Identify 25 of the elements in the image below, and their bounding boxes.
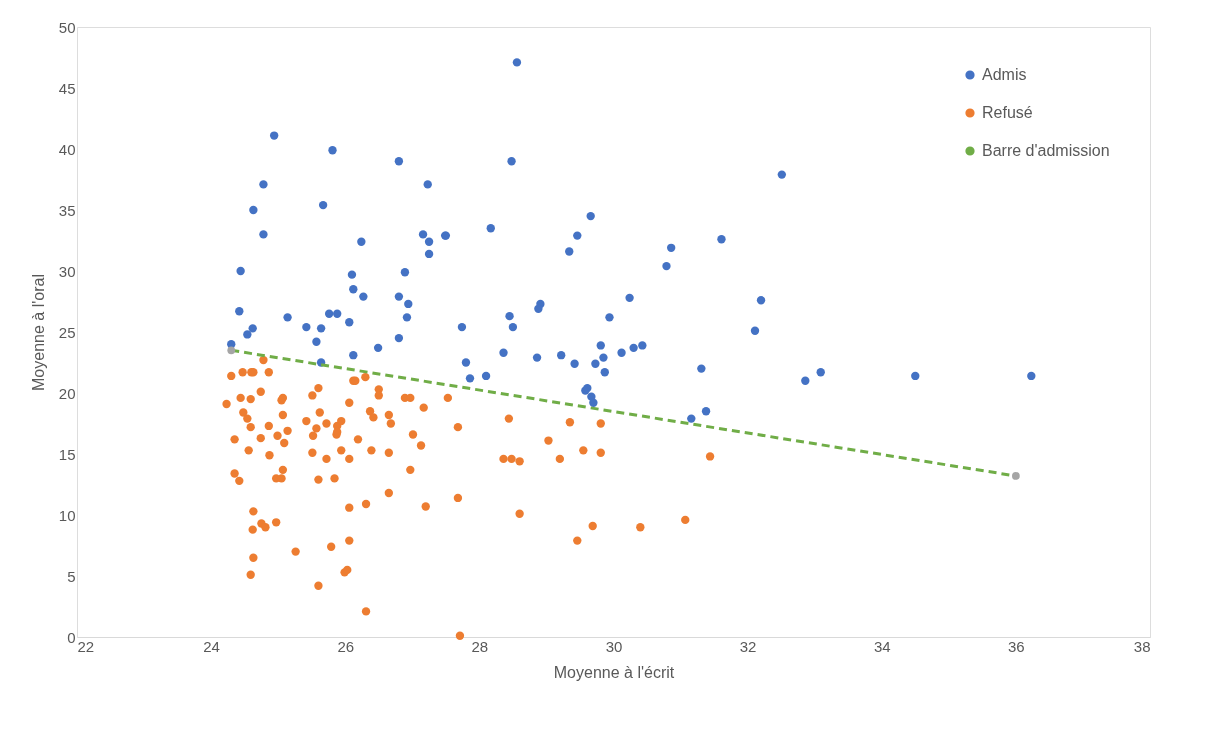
x-tick-label: 26 (337, 637, 355, 655)
y-tick-label: 45 (58, 79, 76, 97)
legend-label: Admis (982, 66, 1027, 83)
x-tick-label: 36 (1008, 637, 1025, 655)
x-tick-label: 38 (1133, 637, 1151, 655)
y-tick-label: 35 (58, 201, 76, 219)
x-tick-label: 24 (203, 637, 220, 655)
y-tick-label: 50 (58, 18, 76, 36)
x-tick-label: 28 (471, 637, 489, 655)
y-tick-label: 30 (58, 262, 76, 280)
y-tick-label: 40 (58, 140, 76, 158)
y-tick-label: 15 (58, 445, 76, 463)
x-tick-label: 34 (873, 637, 891, 655)
legend-label: Barre d'admission (982, 142, 1110, 159)
y-axis-title: Moyenne à l'oral (29, 274, 47, 391)
x-tick-label: 30 (605, 637, 623, 655)
y-tick-label: 5 (67, 567, 76, 585)
legend-label: Refusé (982, 104, 1033, 121)
y-tick-label: 20 (58, 384, 76, 402)
x-tick-label: 32 (739, 637, 757, 655)
x-axis-title: Moyenne à l'écrit (553, 663, 675, 681)
y-tick-label: 25 (58, 323, 76, 341)
y-tick-label: 0 (67, 628, 76, 646)
x-tick-label: 22 (77, 637, 95, 655)
y-tick-label: 10 (58, 506, 76, 524)
